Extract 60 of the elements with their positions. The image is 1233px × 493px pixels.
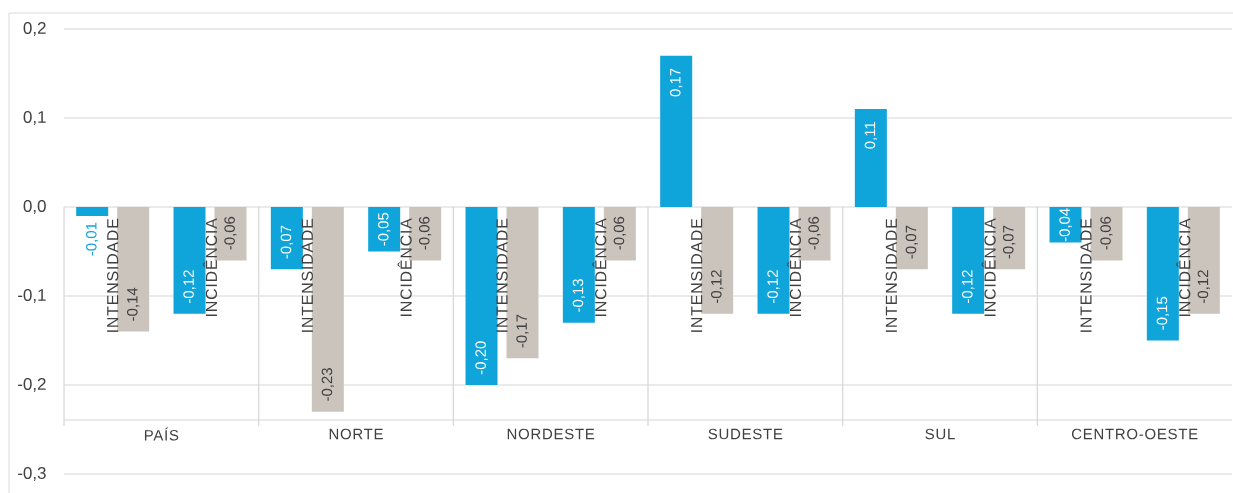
data-label: -0,12 (1197, 270, 1210, 303)
annotation: SUL (925, 428, 955, 440)
data-label: -0,06 (808, 216, 821, 250)
data-label: -0,05 (378, 212, 391, 246)
annotation: SUDESTE (708, 428, 783, 440)
bar (1090, 206, 1123, 261)
data-label: 0,17 (670, 68, 683, 97)
data-label: 0,11 (864, 122, 878, 149)
data-label: -0,20 (475, 341, 488, 375)
y-tick-label: 0,2 (23, 21, 46, 36)
data-label: -0,12 (962, 270, 975, 303)
data-label: -0,12 (711, 270, 724, 303)
x-tick-label: INCIDÊNCIA (1176, 218, 1191, 316)
data-label: -0,07 (905, 225, 919, 259)
bar (854, 109, 887, 207)
bar (311, 206, 344, 412)
bar (895, 206, 928, 270)
bar (465, 206, 498, 385)
bar (76, 206, 109, 216)
data-label: -0,15 (1156, 296, 1169, 330)
annotation: PAÍS (144, 427, 179, 441)
bar (660, 55, 693, 207)
data-label: -0,07 (1003, 225, 1016, 259)
x-tick-label: INTENSIDADE (691, 218, 703, 332)
data-label: -0,04 (1059, 208, 1072, 242)
y-tick-label: 0,0 (23, 199, 46, 214)
bar (1049, 206, 1082, 243)
x-tick-label: INTENSIDADE (107, 218, 119, 332)
x-tick-label: INTENSIDADE (885, 218, 897, 332)
x-tick-label: INTENSIDADE (1080, 218, 1092, 332)
annotation: CENTRO-OESTE (1071, 428, 1198, 440)
bar (117, 206, 150, 332)
x-tick-label: INCIDÊNCIA (397, 218, 412, 316)
data-label: -0,06 (613, 216, 627, 250)
y-tick-label: -0,3 (18, 466, 46, 481)
data-label: -0,01 (86, 222, 99, 256)
data-label: -0,12 (767, 270, 780, 303)
data-label: -0,06 (419, 216, 432, 250)
bar (701, 206, 734, 314)
x-tick-label: INCIDÊNCIA (981, 218, 996, 316)
data-label: -0,06 (224, 216, 237, 250)
data-label: -0,06 (1100, 216, 1113, 250)
x-tick-label: INTENSIDADE (301, 218, 313, 332)
data-label: -0,13 (572, 279, 586, 312)
y-tick-label: -0,2 (18, 377, 46, 392)
data-label: -0,17 (516, 314, 529, 348)
annotation: NORTE (329, 428, 383, 440)
x-tick-label: INCIDÊNCIA (592, 218, 607, 316)
data-label: -0,23 (321, 368, 335, 401)
x-tick-label: INCIDÊNCIA (202, 218, 218, 316)
y-tick-label: -0,1 (18, 288, 46, 303)
x-tick-label: INTENSIDADE (496, 218, 508, 332)
y-tick-label: 0,1 (23, 110, 46, 125)
x-tick-label: INCIDÊNCIA (786, 218, 802, 316)
bar (506, 206, 539, 359)
data-label: -0,12 (183, 270, 196, 303)
bar (270, 206, 303, 270)
annotation: NORDESTE (507, 428, 595, 440)
data-label: -0,14 (127, 287, 140, 321)
data-label: -0,07 (280, 225, 294, 259)
